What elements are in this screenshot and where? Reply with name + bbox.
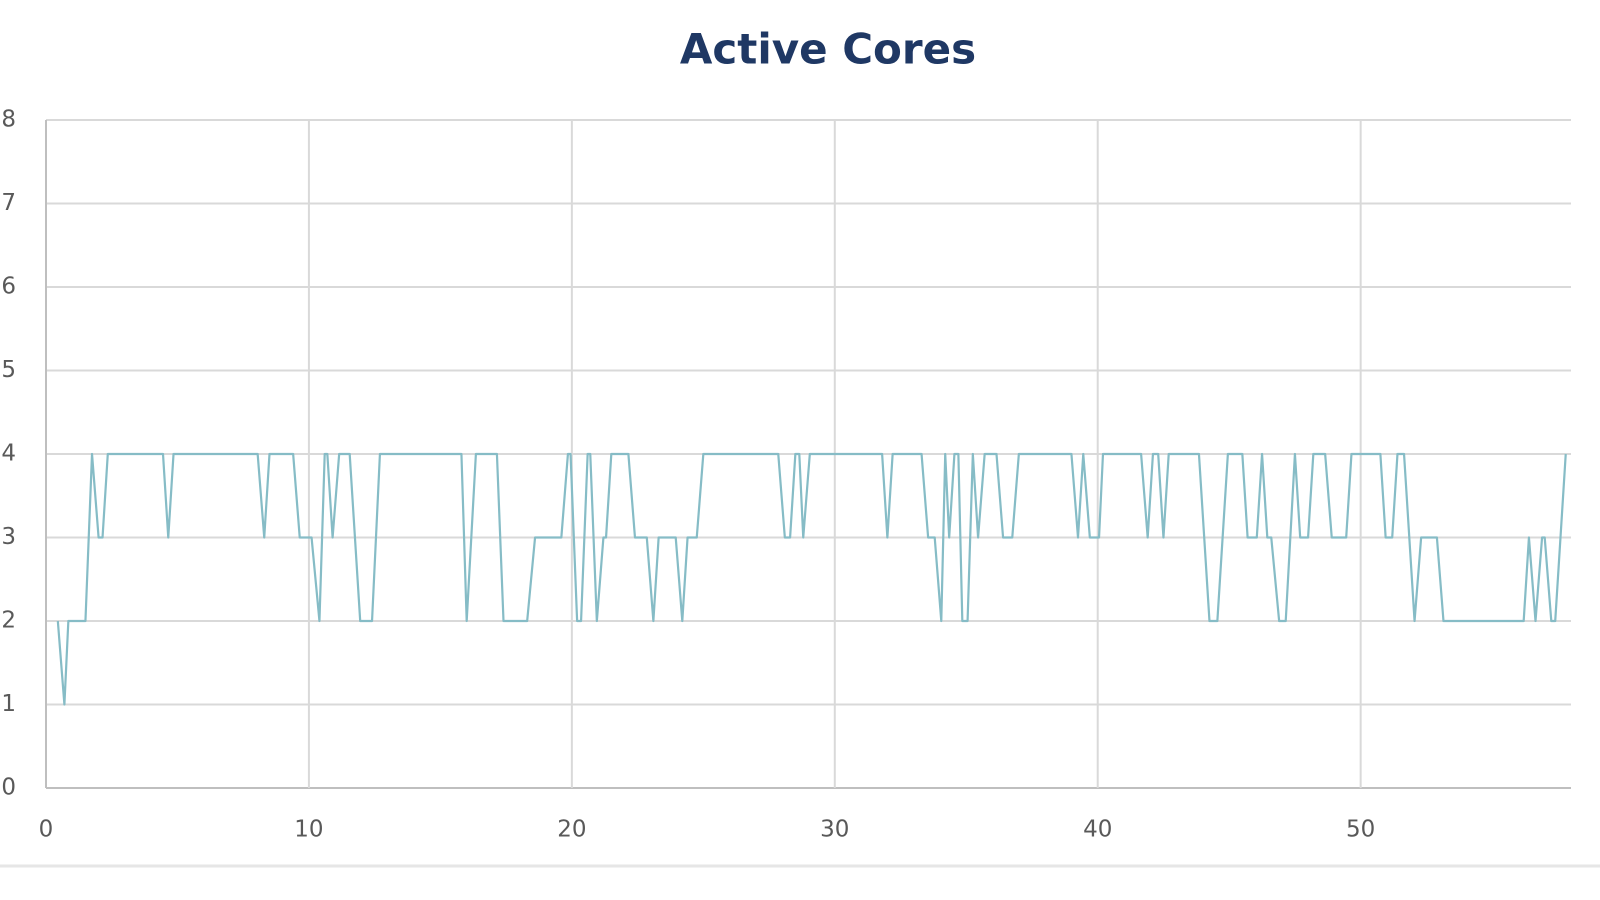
y-tick-label: 5	[1, 357, 16, 383]
x-tick-label: 50	[1346, 817, 1375, 843]
x-tick-label: 20	[557, 817, 586, 843]
y-tick-label: 4	[1, 441, 16, 467]
data-line	[56, 452, 1567, 706]
x-tick-label: 0	[39, 817, 54, 843]
y-tick-label: 2	[1, 608, 16, 634]
chart-title: Active Cores	[680, 25, 976, 74]
x-tick-label: 40	[1083, 817, 1112, 843]
y-tick-label: 1	[1, 691, 16, 717]
y-tick-label: 3	[1, 524, 16, 550]
x-tick-label: 10	[294, 817, 323, 843]
y-tick-label: 8	[1, 107, 16, 133]
y-tick-label: 6	[1, 274, 16, 300]
y-tick-label: 0	[1, 775, 16, 801]
x-tick-label: 30	[820, 817, 849, 843]
y-tick-label: 7	[1, 190, 16, 216]
